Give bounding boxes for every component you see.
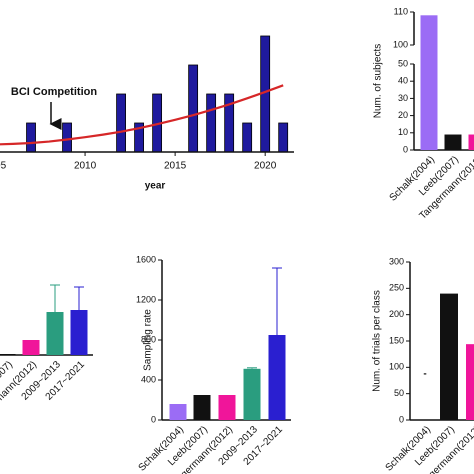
bar — [468, 134, 474, 150]
x-tick-label: 2015 — [164, 161, 187, 172]
bar — [218, 395, 236, 420]
bar — [169, 404, 187, 420]
y-tick-label: 110 — [394, 6, 408, 16]
y-tick-label: 150 — [389, 335, 404, 345]
trend-line — [0, 84, 284, 146]
y-tick-label: 0 — [403, 144, 408, 154]
y-tick-label: 0 — [399, 414, 404, 424]
y-tick-label: 30 — [398, 93, 408, 103]
bar — [193, 395, 211, 420]
x-axis-title: year — [145, 181, 166, 192]
y-tick-label: 50 — [398, 58, 408, 68]
bar — [0, 354, 16, 355]
x-tick-label: 2020 — [254, 161, 277, 172]
x-tick-label: 2005 — [0, 161, 7, 172]
y-tick-label: 40 — [398, 76, 408, 86]
bar — [62, 122, 72, 153]
y-tick-label: 100 — [389, 362, 404, 372]
y-tick-label: 250 — [389, 283, 404, 293]
bar — [444, 134, 462, 150]
y-tick-label: 800 — [141, 334, 156, 344]
y-tick-label: 400 — [141, 374, 156, 384]
bar — [22, 340, 40, 355]
y-tick-label: 100 — [393, 39, 408, 49]
y-tick-label: 200 — [389, 309, 404, 319]
bar — [268, 335, 286, 420]
y-axis-title: Num. of subjects — [373, 44, 384, 118]
bar — [26, 122, 36, 153]
annotation: BCI Competition — [11, 86, 97, 98]
bar — [243, 368, 261, 420]
y-tick-label: 1200 — [136, 294, 156, 304]
y-tick-label: 50 — [394, 388, 404, 398]
y-tick-label: 20 — [398, 110, 408, 120]
bar — [420, 15, 438, 150]
bar — [242, 122, 253, 153]
y-tick-label: 10 — [398, 127, 408, 137]
bar — [440, 293, 458, 420]
y-tick-label: 1600 — [136, 254, 156, 264]
bar — [188, 64, 199, 153]
y-axis-title: Sampling rate — [143, 309, 154, 371]
y-axis-title: Num. of trials per class — [372, 290, 383, 392]
bar — [46, 312, 64, 355]
value-label: - — [423, 369, 426, 380]
bar — [116, 93, 126, 153]
bar — [206, 93, 217, 153]
bar — [70, 310, 88, 355]
y-tick-label: 300 — [389, 256, 404, 266]
x-tick-label: 2010 — [74, 161, 97, 172]
bar — [278, 122, 289, 153]
y-tick-label: 0 — [151, 414, 156, 424]
bar — [466, 344, 474, 420]
